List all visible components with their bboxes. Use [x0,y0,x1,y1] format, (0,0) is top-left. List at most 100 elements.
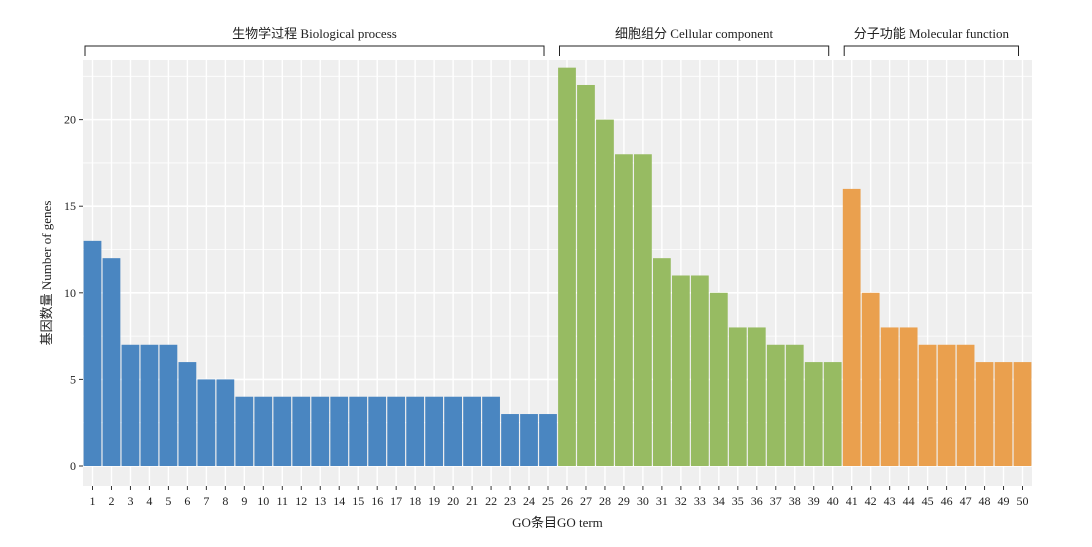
x-tick-label: 17 [390,494,402,508]
x-tick-label: 16 [371,494,383,508]
bar-11 [273,396,292,466]
bar-8 [216,379,235,466]
bar-46 [937,344,956,466]
x-tick-label: 47 [960,494,972,508]
bar-6 [178,362,197,466]
bar-45 [918,344,937,466]
x-tick-label: 20 [447,494,459,508]
bar-30 [634,154,652,467]
x-tick-label: 37 [770,494,782,508]
x-tick-label: 32 [675,494,687,508]
x-tick-label: 25 [542,494,554,508]
x-tick-label: 3 [127,494,133,508]
bar-23 [501,414,519,466]
group-bracket [843,45,1020,56]
bar-25 [539,414,557,466]
x-tick-label: 43 [884,494,896,508]
bar-7 [197,379,216,466]
bar-21 [463,396,481,466]
bar-41 [842,188,861,466]
x-tick-label: 27 [580,494,592,508]
group-bracket [84,45,545,56]
bar-44 [899,327,918,466]
y-tick-label: 15 [64,199,76,213]
bar-16 [368,396,387,466]
bar-13 [311,396,330,466]
x-tick-label: 11 [277,494,289,508]
x-tick-label: 29 [618,494,630,508]
y-tick-label: 20 [64,113,76,127]
bar-36 [747,327,766,466]
x-tick-label: 45 [922,494,934,508]
x-tick-label: 12 [295,494,307,508]
bar-20 [444,396,462,466]
x-tick-label: 2 [108,494,114,508]
group-label: 细胞组分 Cellular component [615,26,774,41]
x-tick-label: 36 [751,494,763,508]
y-tick-label: 5 [70,372,76,386]
x-tick-label: 14 [333,494,345,508]
group-bracket [559,45,830,56]
bar-2 [102,258,121,466]
bar-17 [387,396,406,466]
bar-39 [804,362,823,466]
x-tick-label: 7 [203,494,209,508]
x-tick-label: 5 [165,494,171,508]
group-label: 生物学过程 Biological process [232,26,397,41]
x-tick-label: 13 [314,494,326,508]
x-tick-label: 28 [599,494,611,508]
bar-9 [235,396,254,466]
bar-15 [349,396,368,466]
bar-38 [785,344,804,466]
x-tick-label: 15 [352,494,364,508]
group-brackets: 生物学过程 Biological process 细胞组分 Cellular co… [84,26,1020,56]
bar-43 [880,327,899,466]
bar-19 [425,396,444,466]
bar-12 [292,396,311,466]
x-tick-label: 48 [979,494,991,508]
x-tick-label: 35 [732,494,744,508]
bar-35 [728,327,747,466]
y-axis: 0 5 10 15 20 [64,113,83,473]
bar-5 [159,344,178,466]
x-tick-label: 34 [713,494,725,508]
x-tick-label: 33 [694,494,706,508]
bar-42 [861,292,880,466]
bar-18 [406,396,425,466]
x-tick-label: 6 [184,494,190,508]
x-tick-label: 42 [865,494,877,508]
group-label: 分子功能 Molecular function [854,26,1010,41]
y-tick-label: 10 [64,286,76,300]
y-tick-label: 0 [70,459,76,473]
x-tick-label: 9 [241,494,247,508]
x-tick-label: 49 [998,494,1010,508]
x-axis-title: GO条目GO term [512,515,603,530]
x-tick-label: 23 [504,494,516,508]
x-tick-label: 10 [257,494,269,508]
x-axis: 1 2 3 4 5 6 7 8 9 10 11 12 13 14 15 16 17 18 19 20 21 22 23 24 2… [89,486,1029,508]
bar-33 [690,275,709,466]
bar-37 [766,344,785,466]
bar-29 [615,154,633,467]
bar-22 [482,396,500,466]
bar-28 [596,119,614,467]
bar-47 [956,344,975,466]
x-tick-label: 31 [656,494,668,508]
bar-10 [254,396,273,466]
bar-34 [709,292,728,466]
x-tick-label: 24 [523,494,535,508]
bars [83,67,1032,467]
x-tick-label: 39 [808,494,820,508]
x-tick-label: 4 [146,494,152,508]
x-tick-label: 41 [846,494,858,508]
bar-40 [823,362,842,466]
x-tick-label: 19 [428,494,440,508]
bar-27 [577,84,595,466]
x-tick-label: 18 [409,494,421,508]
bar-49 [994,362,1013,466]
bar-32 [671,275,690,466]
x-tick-label: 44 [903,494,915,508]
x-tick-label: 8 [222,494,228,508]
